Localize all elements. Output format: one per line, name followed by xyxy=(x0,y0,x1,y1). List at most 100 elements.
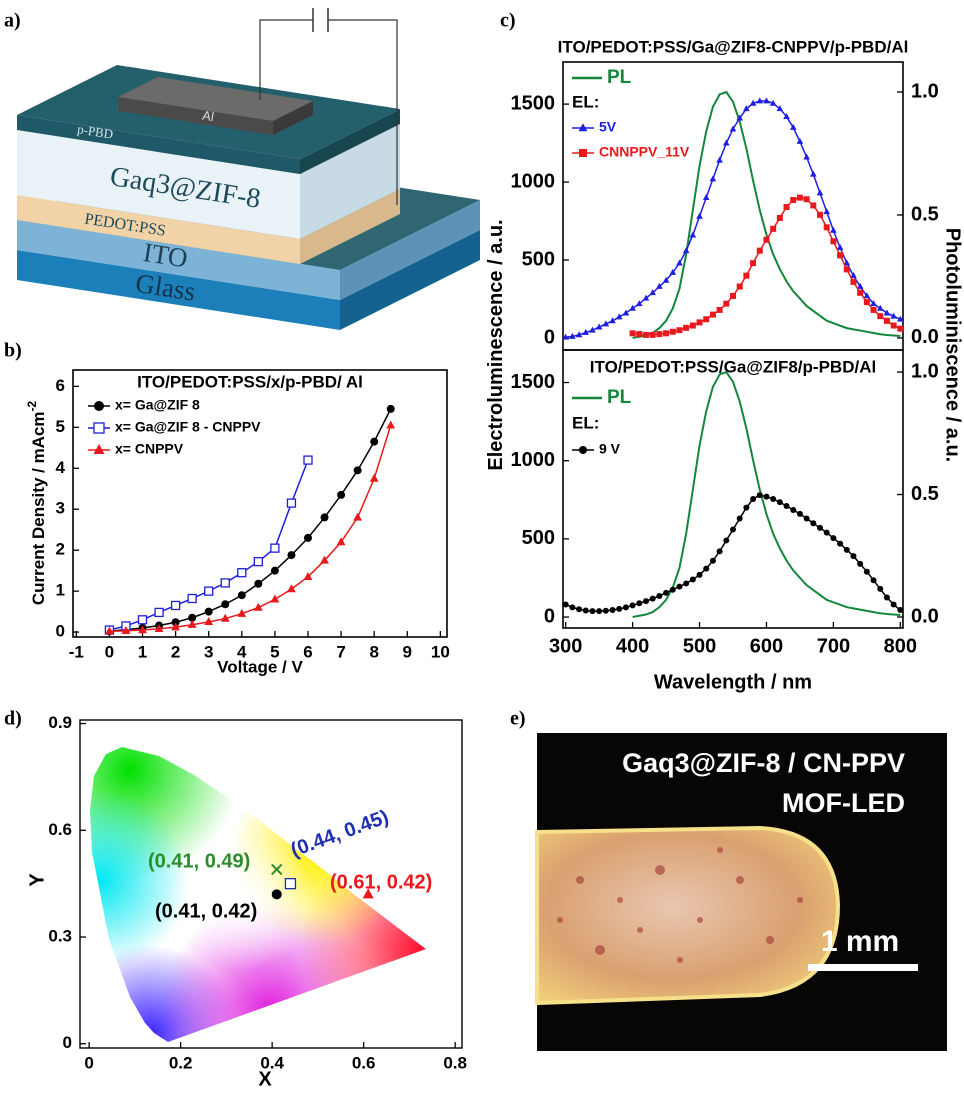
x-tick-label: 0.6 xyxy=(352,1054,376,1073)
marker xyxy=(237,568,247,578)
marker xyxy=(770,496,777,503)
marker xyxy=(783,112,790,119)
marker xyxy=(790,196,797,203)
marker xyxy=(337,490,346,499)
marker xyxy=(796,194,803,201)
marker xyxy=(187,619,197,628)
panel-label: a) xyxy=(4,10,21,32)
panel-label: d) xyxy=(4,708,22,730)
marker xyxy=(763,97,770,104)
marker xyxy=(649,595,656,602)
marker xyxy=(615,313,623,320)
marker xyxy=(743,105,750,112)
marker xyxy=(562,601,569,608)
marker xyxy=(857,560,864,567)
scale-bar-label: 1 mm xyxy=(821,925,899,958)
y-tick-label: 4 xyxy=(56,458,66,477)
x-tick-label: 5 xyxy=(270,643,279,662)
marker xyxy=(320,513,329,522)
marker xyxy=(589,326,596,333)
marker xyxy=(270,594,280,603)
marker xyxy=(863,292,871,299)
marker xyxy=(284,877,297,890)
marker xyxy=(883,309,891,316)
marker xyxy=(609,317,616,324)
marker xyxy=(683,580,690,587)
marker xyxy=(756,247,763,254)
y-tick-label: 0.3 xyxy=(48,926,72,945)
y2-tick-label: 0.0 xyxy=(911,326,939,348)
x-axis-label: X xyxy=(258,1068,272,1090)
marker xyxy=(857,289,864,296)
marker xyxy=(642,598,649,605)
legend-marker xyxy=(578,123,588,132)
marker xyxy=(709,175,717,182)
point-label: (0.41, 0.49) xyxy=(148,850,250,872)
y2-tick-label: 0.5 xyxy=(911,483,939,505)
marker xyxy=(810,202,817,209)
chart-title: ITO/PEDOT:PSS/Ga@ZIF8/p-PBD/Al xyxy=(590,357,876,376)
marker xyxy=(890,312,897,319)
marker xyxy=(870,300,877,307)
device-glow xyxy=(535,825,841,1006)
y-tick-label: 2 xyxy=(56,540,65,559)
marker xyxy=(830,238,837,245)
y-axis-label: Y xyxy=(26,873,48,887)
marker xyxy=(237,608,247,617)
x-tick-label: 9 xyxy=(403,643,412,662)
ppbd-front xyxy=(17,115,300,174)
x-tick-label: 8 xyxy=(369,643,378,662)
x-tick-label: 700 xyxy=(817,635,850,657)
y2-tick-label: 1.0 xyxy=(911,80,939,102)
marker xyxy=(709,311,716,318)
chart-title: ITO/PEDOT:PSS/Ga@ZIF8-CNPPV/p-PBD/Al xyxy=(558,37,909,56)
y-tick-label: 500 xyxy=(522,527,555,549)
marker xyxy=(843,546,850,553)
marker xyxy=(696,212,703,219)
marker xyxy=(756,97,764,104)
series-line xyxy=(565,494,901,612)
marker xyxy=(830,535,837,542)
marker xyxy=(105,626,114,635)
marker xyxy=(803,153,810,160)
marker xyxy=(320,555,329,564)
x-tick-label: 10 xyxy=(431,643,450,662)
series-line xyxy=(632,370,901,618)
marker xyxy=(622,309,630,316)
y-tick-label: 0 xyxy=(56,622,65,641)
marker xyxy=(803,196,810,203)
marker xyxy=(636,331,643,338)
marker xyxy=(221,600,230,609)
marker xyxy=(843,266,850,273)
point-label: (0.44, 0.45) xyxy=(288,806,392,862)
marker xyxy=(138,625,147,634)
marker xyxy=(656,592,663,599)
y2-axis-label: Photoluminiscence / a.u. xyxy=(942,228,964,463)
marker xyxy=(843,259,851,266)
x-tick-label: 3 xyxy=(204,643,213,662)
x-tick-label: 0.4 xyxy=(260,1054,284,1073)
marker xyxy=(303,533,312,542)
marker xyxy=(636,600,643,607)
point-label: (0.41, 0.42) xyxy=(155,900,257,922)
ppbd-side xyxy=(300,109,400,174)
marker xyxy=(369,473,379,482)
y-axis-label: Current Density / mAcm-2 xyxy=(25,400,48,605)
marker xyxy=(689,231,697,238)
y2-tick-label: 0.0 xyxy=(911,605,939,627)
marker xyxy=(716,306,723,313)
x-tick-label: 600 xyxy=(750,635,783,657)
marker xyxy=(716,548,723,555)
marker xyxy=(702,194,710,201)
marker xyxy=(883,594,890,601)
marker xyxy=(877,313,884,320)
y2-tick-label: 1.0 xyxy=(911,360,939,382)
y-tick-label: 1000 xyxy=(511,170,556,192)
marker xyxy=(730,292,736,299)
marker xyxy=(776,105,784,112)
marker xyxy=(810,520,817,527)
wire xyxy=(328,19,398,205)
legend-marker xyxy=(93,444,105,454)
series-line xyxy=(632,90,901,339)
